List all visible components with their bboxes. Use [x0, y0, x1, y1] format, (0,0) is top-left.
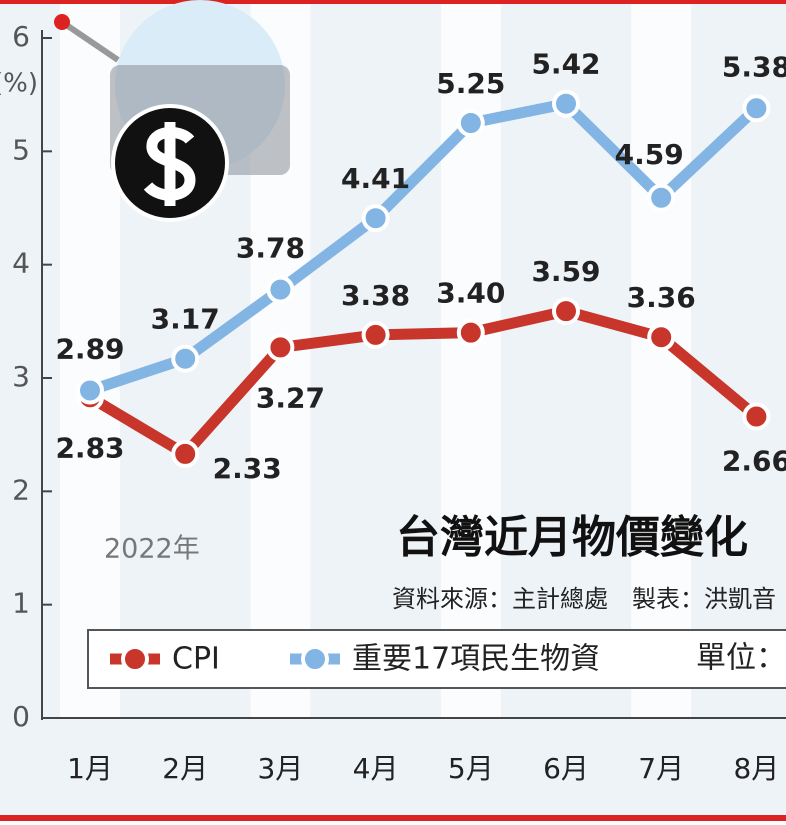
value-label: 3.40 — [436, 277, 505, 310]
value-label: 2.89 — [55, 332, 124, 365]
x-tick-label: 7月 — [638, 752, 684, 785]
value-label: 3.38 — [341, 279, 410, 312]
point — [171, 439, 200, 468]
legend-label: CPI — [172, 642, 220, 677]
x-tick-label: 2月 — [162, 752, 208, 785]
frame-bottom — [0, 815, 786, 821]
x-tick-label: 4月 — [353, 752, 399, 785]
point — [266, 275, 295, 304]
value-label: 2.33 — [213, 452, 282, 485]
frame-top — [0, 0, 786, 4]
basket-icon — [54, 0, 290, 222]
value-label: 3.27 — [256, 381, 325, 414]
point — [742, 94, 771, 123]
y-tick-label: 4 — [12, 247, 30, 280]
value-label: 3.36 — [627, 281, 696, 314]
value-label: 3.17 — [151, 303, 220, 336]
value-label: 3.59 — [531, 255, 600, 288]
point — [647, 323, 676, 352]
value-label: 4.59 — [615, 138, 684, 171]
y-tick-label: 0 — [12, 700, 30, 733]
dollar-sign — [143, 122, 196, 206]
handle-tip — [54, 14, 70, 30]
y-tick-label: 6 — [12, 20, 30, 53]
subtitle: 資料來源：主計總處 製表：洪凱音 — [392, 585, 776, 613]
value-label: 3.78 — [236, 232, 305, 265]
x-tick-label: 8月 — [733, 752, 779, 785]
legend-label: 重要17項民生物資 — [352, 642, 600, 677]
basket-handle — [60, 19, 120, 63]
x-tick-label: 1月 — [67, 752, 113, 785]
value-label: 5.38 — [722, 50, 786, 83]
y-label: (%) — [0, 69, 38, 99]
y-tick-label: 1 — [12, 587, 30, 620]
value-label: 4.41 — [341, 162, 410, 195]
value-label: 2.83 — [55, 431, 124, 464]
annotation: 2022年 — [104, 534, 200, 565]
point — [361, 320, 390, 349]
point — [456, 109, 485, 137]
x-tick-label: 5月 — [448, 752, 494, 785]
point — [361, 204, 390, 233]
series-line — [88, 98, 761, 396]
unit-label: 單位： — [696, 641, 786, 676]
legend-box — [87, 629, 786, 689]
value-label: 5.42 — [531, 48, 600, 81]
point — [171, 344, 200, 373]
point — [456, 318, 485, 347]
y-tick-label: 5 — [12, 133, 30, 166]
value-label: 5.25 — [436, 67, 505, 100]
y-tick-label: 3 — [12, 360, 30, 393]
point — [552, 297, 580, 326]
x-tick-label: 3月 — [257, 752, 303, 785]
point — [266, 333, 295, 362]
series-line — [87, 305, 760, 460]
value-label: 2.66 — [722, 445, 786, 478]
legend-marker — [301, 645, 329, 673]
x-tick-label: 6月 — [543, 752, 589, 785]
legend-marker — [121, 645, 149, 673]
y-tick-label: 2 — [12, 473, 30, 506]
point — [76, 376, 104, 405]
point — [742, 402, 771, 431]
point — [647, 183, 676, 212]
chart-title: 台灣近月物價變化 — [396, 512, 748, 563]
point — [552, 89, 580, 118]
